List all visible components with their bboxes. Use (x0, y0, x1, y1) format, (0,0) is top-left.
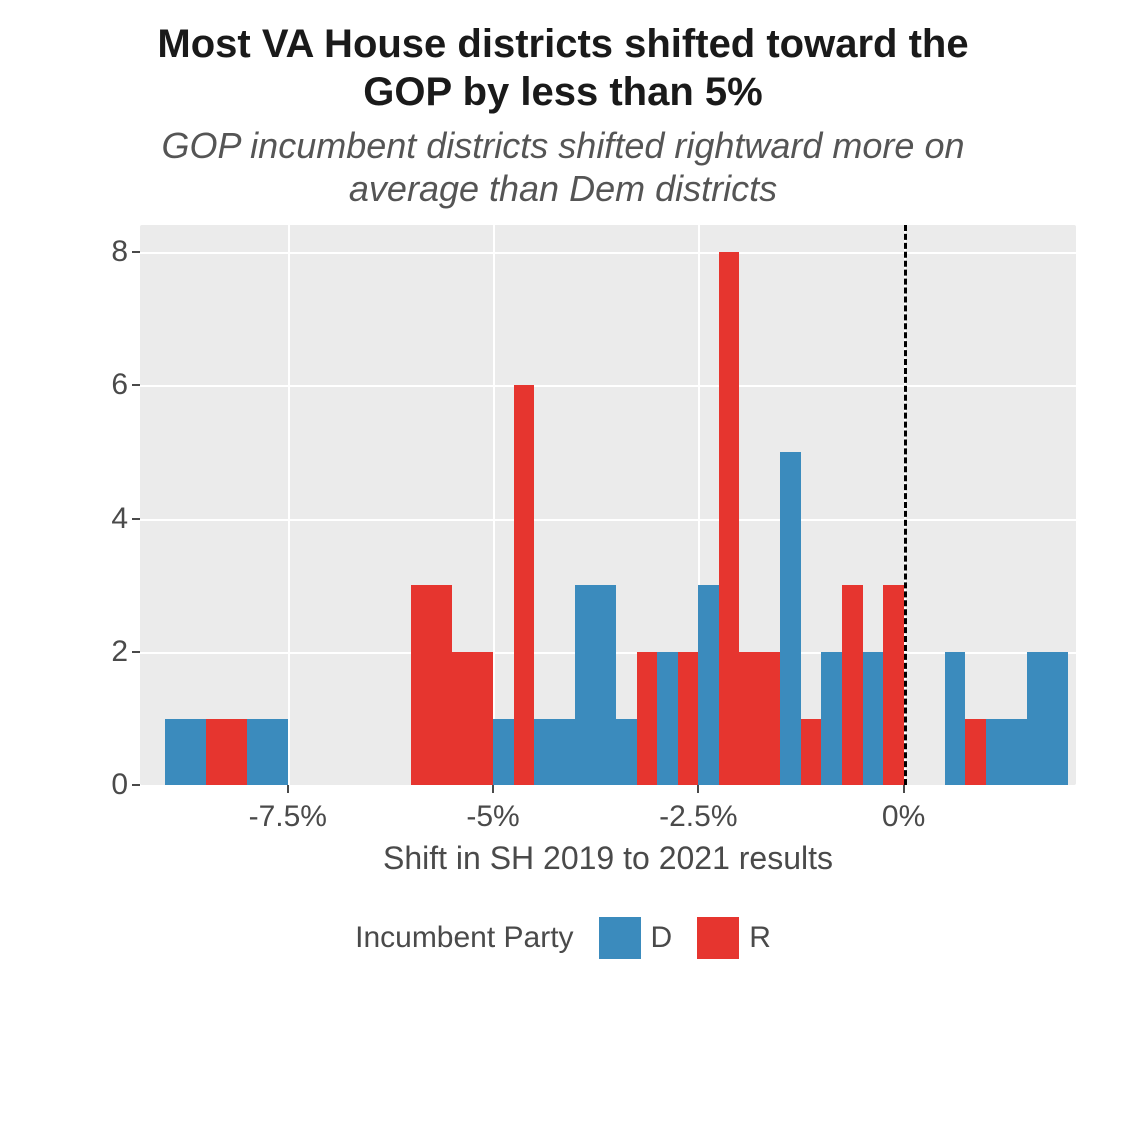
bar-r (801, 719, 822, 786)
bar-d (821, 652, 842, 785)
bar-d (945, 652, 966, 785)
vgridline (288, 225, 290, 785)
bar-d (698, 585, 719, 785)
bar-d (1027, 652, 1068, 785)
legend-swatch-d (599, 917, 641, 959)
gridline (140, 785, 1076, 787)
bar-d (780, 452, 801, 785)
bar-d (247, 719, 288, 786)
legend-item-d: D (599, 917, 673, 959)
bar-d (986, 719, 1027, 786)
y-tick-mark (132, 384, 140, 386)
x-tick-label: 0% (882, 800, 925, 834)
legend-label-d: D (651, 921, 673, 955)
x-tick-mark (903, 785, 905, 793)
bar-d (863, 652, 884, 785)
legend-swatch-r (697, 917, 739, 959)
bar-r (411, 585, 452, 785)
x-tick-label: -5% (466, 800, 519, 834)
x-tick-label: -2.5% (659, 800, 737, 834)
y-tick-label: 4 (111, 502, 128, 536)
x-tick-label: -7.5% (249, 800, 327, 834)
bar-r (637, 652, 658, 785)
gridline (140, 385, 1076, 387)
chart-title: Most VA House districts shifted toward t… (113, 20, 1013, 116)
bar-r (452, 652, 493, 785)
plot-area: 02468-7.5%-5%-2.5%0% (140, 225, 1076, 785)
y-tick-mark (132, 784, 140, 786)
y-tick-mark (132, 651, 140, 653)
bar-d (657, 652, 678, 785)
bar-r (842, 585, 863, 785)
y-tick-mark (132, 518, 140, 520)
x-tick-mark (492, 785, 494, 793)
y-tick-mark (132, 251, 140, 253)
gridline (140, 252, 1076, 254)
y-tick-label: 8 (111, 235, 128, 269)
bar-r (514, 385, 535, 785)
bar-d (616, 719, 637, 786)
gridline (140, 519, 1076, 521)
reference-line (904, 225, 907, 785)
chart-container: Most VA House districts shifted toward t… (20, 20, 1106, 1108)
bar-d (493, 719, 514, 786)
bar-r (739, 652, 780, 785)
y-tick-label: 2 (111, 635, 128, 669)
legend-title: Incumbent Party (355, 921, 573, 955)
x-tick-mark (697, 785, 699, 793)
x-tick-mark (287, 785, 289, 793)
bar-r (883, 585, 904, 785)
y-tick-label: 6 (111, 368, 128, 402)
chart-subtitle: GOP incumbent districts shifted rightwar… (113, 124, 1013, 210)
bar-r (719, 252, 740, 785)
legend: Incumbent Party D R (20, 917, 1106, 959)
y-tick-label: 0 (111, 768, 128, 802)
vgridline (493, 225, 495, 785)
bar-r (678, 652, 699, 785)
bar-d (534, 719, 575, 786)
bar-r (206, 719, 247, 786)
bar-d (165, 719, 206, 786)
legend-label-r: R (749, 921, 771, 955)
legend-item-r: R (697, 917, 771, 959)
bar-r (965, 719, 986, 786)
bar-d (575, 585, 616, 785)
x-axis-label: Shift in SH 2019 to 2021 results (140, 840, 1076, 877)
